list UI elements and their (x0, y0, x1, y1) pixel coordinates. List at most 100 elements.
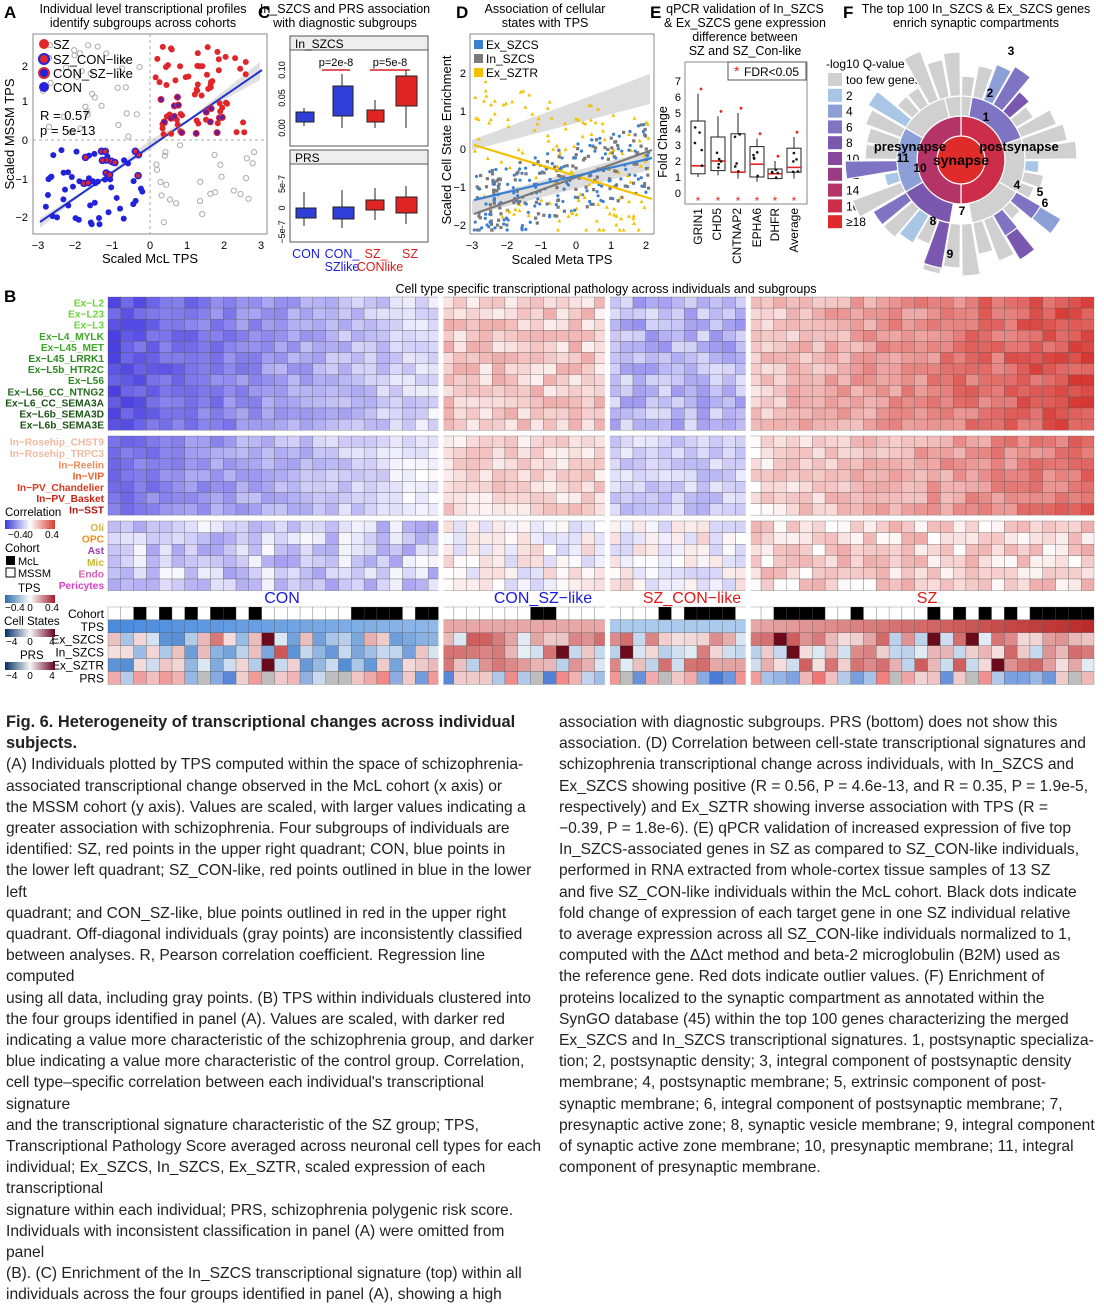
heatmap-cell (530, 296, 544, 309)
point-sz (195, 120, 202, 127)
point-ex-sztr (572, 144, 577, 149)
heatmap-cell (325, 296, 339, 309)
heatmap-cell (863, 296, 877, 309)
heatmap-cell (850, 520, 864, 533)
annotation-cell (274, 645, 288, 659)
heatmap-cell (888, 435, 903, 448)
annotation-cell (684, 632, 698, 646)
heatmap-cell (888, 374, 903, 386)
point-in-szcs (484, 185, 489, 189)
point-ex-szcs (579, 149, 584, 153)
heatmap-cell (184, 352, 198, 364)
annotation-cell (901, 619, 915, 633)
heatmap-cell (1017, 555, 1031, 568)
heatmap-cell (927, 341, 941, 353)
heatmap-cell (850, 296, 864, 309)
heatmap-cell (402, 578, 416, 591)
point-in-szcs (614, 140, 618, 144)
annotation-cell (530, 658, 544, 672)
heatmap-cell (299, 492, 314, 504)
heatmap-cell (248, 520, 262, 533)
annotation-cell (1055, 632, 1069, 646)
heatmap-cell (184, 330, 198, 342)
fdr-star: * (792, 194, 797, 208)
heatmap-cell (1068, 396, 1082, 409)
heatmap-cell (223, 352, 237, 364)
heatmap-cell (837, 481, 851, 493)
fdr-star: * (755, 194, 760, 208)
annotation-cell (1068, 658, 1082, 672)
heatmap-cell (581, 532, 595, 545)
annotation-cell (901, 645, 915, 659)
annotation-cell (274, 658, 288, 672)
heatmap-cell (978, 481, 992, 493)
heatmap-cell (760, 418, 775, 431)
heatmap-cell (133, 307, 147, 320)
heatmap-cell (901, 396, 915, 409)
heatmap-cell (658, 330, 672, 342)
heatmap-cell (684, 363, 698, 375)
caption-line: indicating a value more characteristic o… (6, 1032, 534, 1050)
heatmap-cell (632, 532, 646, 545)
point-ex-sztr (611, 147, 616, 152)
heatmap-cell (901, 374, 915, 386)
heatmap-cell (940, 296, 954, 309)
heatmap-cell (1017, 578, 1031, 591)
point-ex-sztr (587, 182, 592, 187)
heatmap-cell (210, 319, 224, 331)
heatmap-cell (248, 435, 262, 448)
point-ex-szcs (562, 164, 566, 168)
point-in-szcs (542, 171, 546, 175)
qpcr-point (791, 170, 795, 174)
heatmap-cell (696, 435, 710, 448)
heatmap-cell (709, 481, 723, 493)
heatmap-cell (389, 578, 403, 591)
heatmap-cell (261, 296, 275, 309)
heatmap-cell (133, 520, 147, 533)
heatmap-cell (940, 363, 954, 375)
heatmap-cell (120, 481, 134, 493)
sunburst-segment (1009, 191, 1042, 220)
heatmap-cell (402, 532, 416, 545)
annotation-cell (107, 658, 121, 672)
heatmap-cell (402, 567, 416, 580)
point-con (130, 178, 137, 185)
point-in-szcs (574, 187, 578, 191)
point-ex-sztr (627, 132, 632, 137)
heatmap-cell (914, 447, 928, 459)
panel-a-legend: SZ SZ_CON−like CON_SZ−like CON (38, 37, 133, 95)
annotation-cell (171, 606, 185, 621)
heatmap-cell (415, 481, 429, 493)
heatmap-cell (927, 458, 941, 471)
annotation-cell (786, 632, 800, 646)
heatmap-cell (786, 567, 800, 580)
heatmap-cell (1004, 555, 1018, 568)
heatmap-cell (1042, 492, 1056, 504)
heatmap-cell (620, 352, 634, 364)
legend-consz-dot (38, 67, 50, 79)
heatmap-cell (556, 532, 570, 545)
heatmap-cell (927, 296, 941, 309)
heatmap-cell (773, 469, 787, 482)
heatmap-cell (568, 396, 582, 409)
heatmap-cell (927, 520, 941, 533)
heatmap-cell (479, 363, 493, 375)
annotation-cell (1068, 606, 1082, 621)
heatmap-cell (1017, 407, 1031, 420)
heatmap-cell (568, 503, 582, 516)
heatmap-cell (363, 567, 378, 580)
annotation-cell (402, 645, 416, 659)
point-in-szcs (490, 228, 494, 232)
heatmap-cell (363, 458, 378, 471)
svg-text:TPS: TPS (18, 583, 41, 595)
heatmap-cell (1055, 458, 1069, 471)
point-ex-sztr (545, 133, 550, 138)
annotation-cell (901, 606, 915, 621)
sunburst-segment (1023, 159, 1040, 174)
heatmap-cell (556, 319, 570, 331)
heatmap-cell (223, 503, 237, 516)
heatmap-cell (210, 352, 224, 364)
annotation-cell (940, 619, 954, 633)
heatmap-cell (517, 555, 531, 568)
point-ex-szcs (504, 216, 509, 220)
